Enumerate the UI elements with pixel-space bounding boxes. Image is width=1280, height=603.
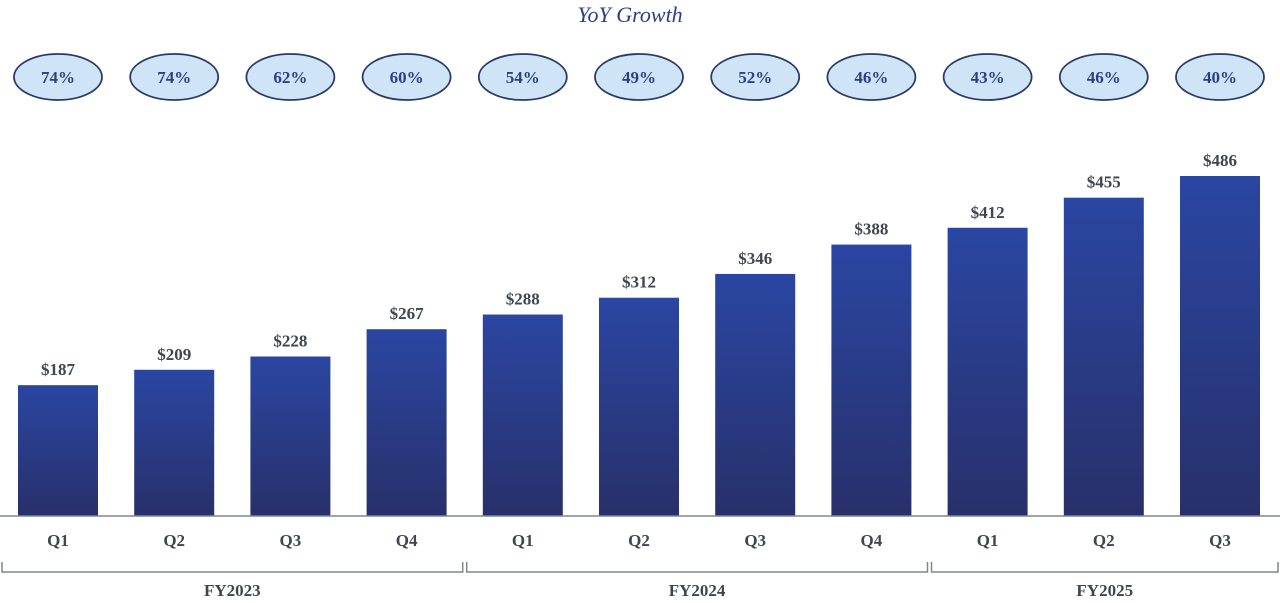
bar (250, 356, 331, 516)
growth-bubble (942, 53, 1033, 101)
bar (18, 385, 98, 516)
growth-label: 62% (273, 68, 307, 87)
data-label: $412 (971, 203, 1005, 222)
x-tick-label: Q2 (163, 531, 185, 550)
growth-label: 46% (854, 68, 888, 87)
data-label: $288 (506, 290, 540, 309)
chart-title: YoY Growth (577, 2, 682, 27)
x-tick-label: Q2 (628, 531, 650, 550)
data-label: $312 (622, 273, 656, 292)
group-bracket (465, 562, 929, 573)
bar (947, 227, 1028, 517)
data-label: $346 (738, 249, 772, 268)
growth-bubble (594, 53, 684, 101)
data-label: $388 (854, 220, 888, 239)
x-tick-label: Q3 (1209, 531, 1231, 550)
x-tick-label: Q1 (47, 531, 69, 550)
data-label: $267 (390, 304, 425, 323)
growth-bubble (477, 53, 568, 101)
group-bracket (1, 562, 464, 573)
bar (1180, 176, 1260, 516)
bar (599, 297, 679, 516)
x-tick-label: Q1 (977, 531, 999, 550)
data-label: $228 (273, 331, 307, 350)
x-tick-label: Q3 (744, 531, 766, 550)
group-bracket (930, 562, 1279, 573)
growth-label: 54% (506, 68, 540, 87)
growth-label: 74% (157, 68, 191, 87)
growth-bubble (710, 53, 801, 101)
growth-bubble (1058, 53, 1149, 101)
growth-bubble (245, 53, 336, 101)
data-label: $209 (157, 345, 191, 364)
growth-label: 60% (390, 68, 424, 87)
group-label: FY2025 (1076, 581, 1133, 600)
growth-bubble (361, 53, 452, 101)
growth-bubble (13, 53, 103, 101)
x-tick-label: Q4 (861, 531, 883, 550)
growth-bubble (129, 53, 220, 101)
growth-bubble (1175, 53, 1265, 101)
group-label: FY2023 (204, 581, 261, 600)
growth-label: 43% (971, 68, 1005, 87)
x-tick-label: Q4 (396, 531, 418, 550)
data-label: $486 (1203, 151, 1237, 170)
group-label: FY2024 (669, 581, 726, 600)
bar (1063, 197, 1144, 516)
growth-label: 52% (738, 68, 772, 87)
growth-label: 46% (1087, 68, 1121, 87)
growth-label: 74% (41, 68, 75, 87)
bar (134, 369, 215, 516)
bar (482, 314, 563, 516)
x-tick-label: Q3 (280, 531, 302, 550)
data-label: $187 (41, 360, 76, 379)
growth-label: 40% (1203, 68, 1237, 87)
x-tick-label: Q1 (512, 531, 534, 550)
growth-label: 49% (622, 68, 656, 87)
bar (831, 244, 912, 516)
data-label: $455 (1087, 173, 1121, 192)
bar (366, 329, 447, 516)
growth-bubble (826, 53, 917, 101)
bar (715, 273, 796, 516)
x-tick-label: Q2 (1093, 531, 1115, 550)
